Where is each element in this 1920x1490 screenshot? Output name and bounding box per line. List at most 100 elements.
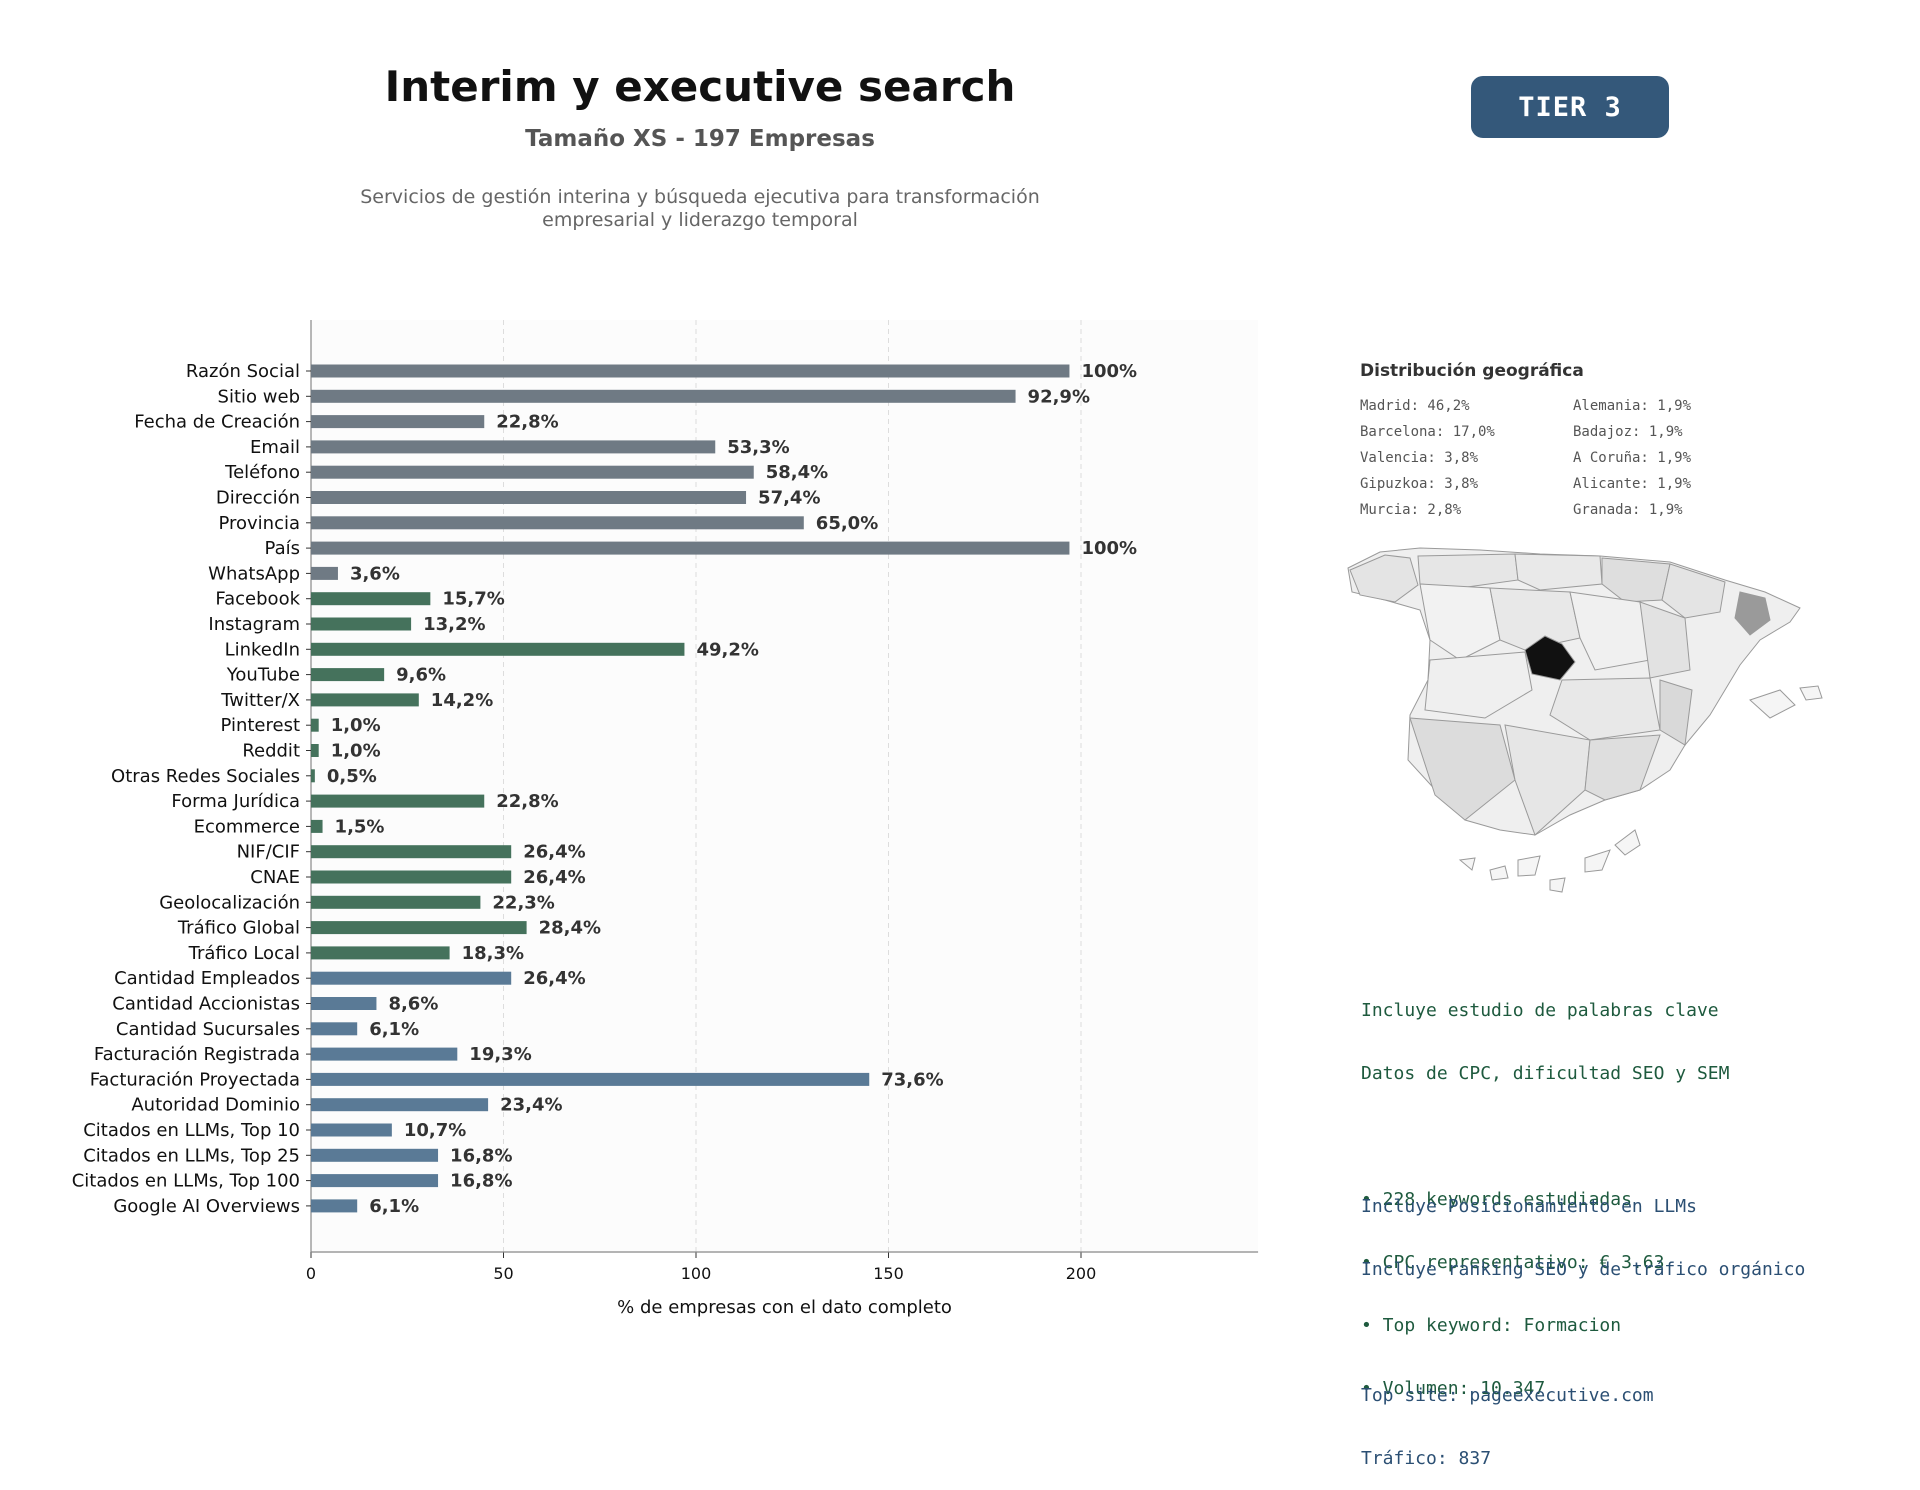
- data-label: 8,6%: [388, 994, 438, 1015]
- category-label: Forma Jurídica: [171, 791, 300, 812]
- category-label: Provincia: [218, 513, 300, 534]
- category-label: Facturación Registrada: [94, 1044, 300, 1065]
- x-tick-label: 100: [681, 1264, 712, 1283]
- geo-item: Valencia: 3,8%: [1360, 450, 1479, 466]
- category-label: Reddit: [242, 741, 300, 762]
- category-label: Facebook: [215, 589, 300, 610]
- spain-map: [1347, 547, 1823, 893]
- x-axis-label: % de empresas con el dato completo: [617, 1297, 952, 1318]
- bar: [311, 566, 338, 580]
- data-label: 28,4%: [539, 918, 601, 939]
- keywords-bullet: • Top keyword: Formacion: [1361, 1315, 1622, 1336]
- data-label: 92,9%: [1028, 386, 1090, 407]
- category-label: Facturación Proyectada: [90, 1069, 300, 1090]
- category-label: Twitter/X: [220, 690, 300, 711]
- category-label: Sitio web: [218, 386, 300, 407]
- x-tick-label: 200: [1066, 1264, 1097, 1283]
- map-region: [1549, 677, 1661, 741]
- map-region: [1584, 849, 1611, 873]
- data-label: 14,2%: [431, 690, 493, 711]
- bar: [311, 389, 1016, 403]
- bar: [311, 1148, 439, 1162]
- geo-item: Alemania: 1,9%: [1573, 398, 1692, 414]
- data-label: 26,4%: [523, 867, 585, 888]
- geo-item: Madrid: 46,2%: [1360, 398, 1470, 414]
- data-label: 6,1%: [369, 1196, 419, 1217]
- map-region: [1424, 651, 1533, 719]
- map-region: [1614, 829, 1641, 856]
- category-label: Pinterest: [220, 715, 300, 736]
- data-label: 1,0%: [331, 715, 381, 736]
- category-label: Cantidad Empleados: [114, 968, 300, 989]
- data-label: 26,4%: [523, 842, 585, 863]
- category-label: Otras Redes Sociales: [111, 766, 300, 787]
- bar: [311, 1022, 358, 1036]
- data-label: 1,5%: [335, 816, 385, 837]
- data-label: 10,7%: [404, 1120, 466, 1141]
- data-label: 65,0%: [816, 513, 878, 534]
- category-label: YouTube: [226, 665, 300, 686]
- category-label: Tráfico Global: [177, 918, 300, 939]
- geo-item: Gipuzkoa: 3,8%: [1360, 476, 1479, 492]
- map-region-madrid: [1524, 635, 1576, 681]
- x-tick-label: 0: [306, 1264, 316, 1283]
- map-region: [1661, 563, 1726, 619]
- bar: [311, 465, 754, 479]
- geo-list: Madrid: 46,2% Alemania: 1,9% Barcelona: …: [1360, 398, 1780, 518]
- keywords-bullet: • 228 keywords estudiadas: [1361, 1189, 1632, 1210]
- map-region: [1458, 857, 1476, 871]
- data-label: 49,2%: [696, 639, 758, 660]
- bar: [311, 1098, 489, 1112]
- category-label: Instagram: [208, 614, 300, 635]
- completeness-bar-chart: 0 50 100 150 200 % de empresas con el dato co…: [72, 320, 1259, 1318]
- data-label: 100%: [1081, 538, 1137, 559]
- x-tick-label: 50: [493, 1264, 513, 1283]
- data-label: 19,3%: [469, 1044, 531, 1065]
- data-label: 23,4%: [500, 1095, 562, 1116]
- map-region: [1514, 553, 1603, 591]
- description-line-2: empresarial y liderazgo temporal: [542, 209, 858, 231]
- bar: [311, 744, 319, 757]
- bar: [311, 693, 419, 707]
- category-label: NIF/CIF: [237, 842, 300, 863]
- bar: [311, 819, 323, 833]
- category-label: Cantidad Sucursales: [116, 1019, 300, 1040]
- category-label: Dirección: [216, 488, 300, 509]
- page-description: Servicios de gestión interina y búsqueda…: [300, 186, 1100, 232]
- data-label: 6,1%: [369, 1019, 419, 1040]
- x-tick-label: 150: [873, 1264, 904, 1283]
- category-label: Citados en LLMs, Top 25: [83, 1145, 300, 1166]
- map-region: [1409, 717, 1516, 821]
- geo-item: A Coruña: 1,9%: [1573, 450, 1692, 466]
- category-label: CNAE: [250, 867, 300, 888]
- data-label: 53,3%: [727, 437, 789, 458]
- geo-item: Alicante: 1,9%: [1573, 476, 1692, 492]
- keywords-bullet: • CPC representativo: € 3.63: [1361, 1252, 1665, 1273]
- llm-line-1: Incluye Posicionamiento en LLMs: [1361, 1196, 1697, 1217]
- plot-area: [311, 320, 1259, 1252]
- data-label: 22,8%: [496, 791, 558, 812]
- data-label: 26,4%: [523, 968, 585, 989]
- keywords-line-1: Incluye estudio de palabras clave: [1361, 1000, 1719, 1021]
- map-region: [1489, 865, 1509, 881]
- top-site-traffic: Tráfico: 837: [1361, 1448, 1492, 1469]
- bar: [311, 592, 431, 606]
- category-label: Tráfico Local: [188, 943, 300, 964]
- bar: [311, 617, 412, 631]
- geo-item: Murcia: 2,8%: [1360, 502, 1462, 518]
- map-region: [1749, 689, 1796, 719]
- map-region: [1639, 601, 1691, 679]
- bar: [311, 440, 716, 454]
- data-label: 22,3%: [492, 892, 554, 913]
- data-label: 73,6%: [881, 1069, 943, 1090]
- map-region: [1549, 877, 1566, 893]
- map-region: [1489, 587, 1581, 651]
- page-title: Interim y executive search: [384, 62, 1016, 111]
- category-label: LinkedIn: [225, 639, 300, 660]
- map-region: [1584, 734, 1661, 801]
- data-label: 1,0%: [331, 741, 381, 762]
- map-region: [1517, 855, 1541, 877]
- description-line-1: Servicios de gestión interina y búsqueda…: [360, 186, 1040, 208]
- map-region: [1419, 583, 1501, 661]
- data-label: 18,3%: [462, 943, 524, 964]
